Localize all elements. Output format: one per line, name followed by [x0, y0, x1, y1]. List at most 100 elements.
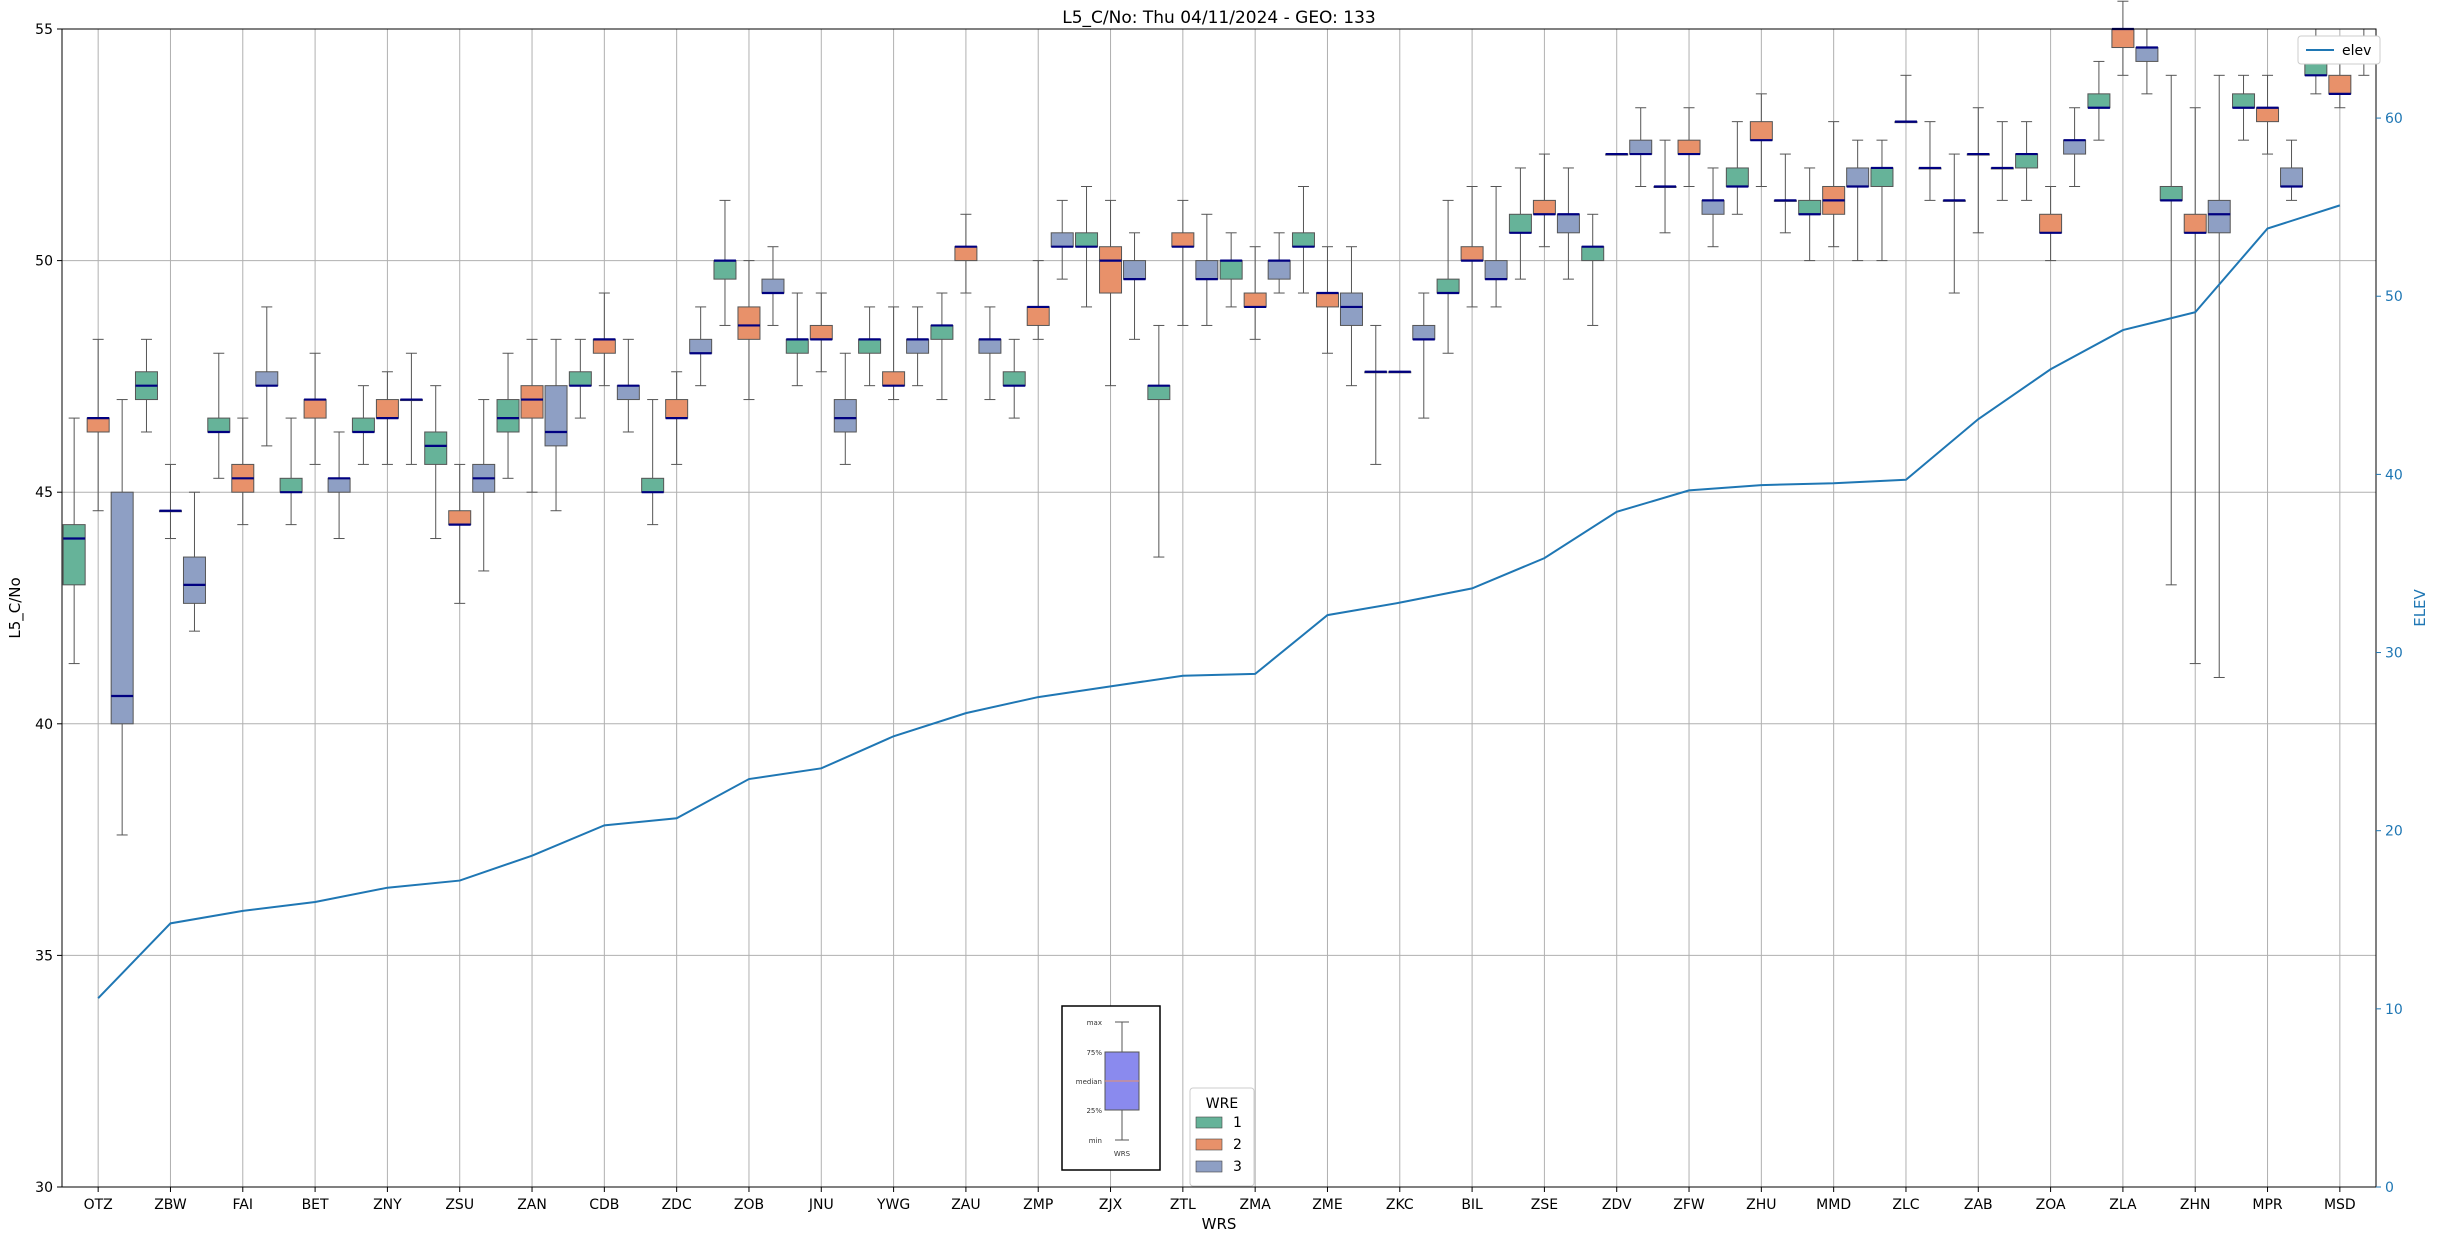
box-wre-2: [1532, 199, 1556, 215]
box-wre-1: [1508, 213, 1532, 234]
box-wre-3: [2063, 139, 2087, 155]
box-wre-2: [1243, 292, 1267, 308]
box-wre-2: [1026, 306, 1050, 326]
y2-tick-label: 0: [2385, 1180, 2394, 1196]
y-tick-label: 45: [35, 485, 53, 501]
y2-tick-label: 50: [2385, 289, 2403, 305]
box-wre-1: [1798, 199, 1822, 215]
x-tick-label: ZTL: [1170, 1197, 1196, 1213]
x-axis: OTZ ZBW FAI BET ZNY ZSU ZAN CDB ZDC ZOB JNU YWG ZAU Z…: [84, 1187, 2356, 1213]
y-tick-label: 35: [35, 948, 53, 964]
box-wre-3: [833, 399, 857, 433]
box-wre-3: [110, 491, 134, 725]
y2-tick-label: 10: [2385, 1002, 2403, 1018]
box-wre-1: [641, 477, 665, 493]
y2-tick-label: 20: [2385, 824, 2403, 840]
box-wre-3: [1050, 232, 1074, 248]
box-wre-1: [1219, 260, 1243, 280]
y-tick-label: 55: [35, 22, 53, 38]
box-wre-2: [882, 371, 906, 387]
box-wre-1: [1147, 385, 1171, 401]
box-wre-1: [279, 477, 303, 493]
box-wre-1: [858, 338, 882, 354]
box-wre-2: [2256, 107, 2280, 123]
y-tick-label: 30: [35, 1180, 53, 1196]
box-wre-3: [1339, 292, 1363, 326]
grid-lines: [62, 28, 2376, 1188]
box-wre-3: [906, 338, 930, 354]
x-tick-label: ZHN: [2180, 1197, 2211, 1213]
box-wre-3: [1701, 199, 1725, 215]
box-wre-3: [2135, 47, 2159, 62]
legend-swatch-1: [1195, 1116, 1223, 1129]
elev-legend: elev: [2297, 35, 2381, 65]
y2-tick-label: 40: [2385, 467, 2403, 483]
x-tick-label: YWG: [876, 1197, 910, 1213]
box-wre-1: [207, 417, 231, 433]
x-tick-label: BET: [302, 1197, 329, 1213]
box-wre-2: [1315, 292, 1339, 308]
box-wre-1: [568, 371, 592, 387]
x-tick-label: MPR: [2252, 1197, 2283, 1213]
chart-title: L5_C/No: Thu 04/11/2024 - GEO: 133: [1062, 8, 1375, 28]
box-wre-3: [1267, 260, 1291, 280]
box-wre-3: [327, 477, 351, 493]
x-tick-label: ZKC: [1386, 1197, 1414, 1213]
box-wre-2: [303, 399, 327, 419]
legend-swatch-2: [1195, 1138, 1223, 1151]
x-tick-label: ZNY: [373, 1197, 402, 1213]
box-wre-3: [544, 385, 568, 447]
box-wre-1: [1436, 278, 1460, 294]
elev-line: [97, 204, 2341, 999]
box-wre-2: [1171, 232, 1195, 248]
box-wre-3: [689, 338, 713, 354]
y-axis-label: L5_C/No: [6, 577, 25, 638]
x-tick-label: ZHU: [1746, 1197, 1776, 1213]
box-wre-1: [2232, 93, 2256, 109]
box-wre-1: [1581, 246, 1605, 262]
x-tick-label: ZLA: [2109, 1197, 2137, 1213]
box-wre-1: [930, 324, 954, 340]
box-wre-1: [713, 260, 737, 280]
y2-axis-label: ELEV: [2411, 588, 2429, 626]
legend-label-3: 3: [1233, 1159, 1242, 1175]
x-tick-label: ZMP: [1023, 1197, 1053, 1213]
box-key-inset: max 75% median 25% min WRS: [1061, 1005, 1161, 1171]
x-tick-label: ZLC: [1892, 1197, 1919, 1213]
box-wre-3: [2280, 167, 2304, 187]
elev-legend-label: elev: [2342, 43, 2371, 59]
box-wre-2: [86, 417, 110, 433]
y-axis-left: 30 35 40 45 50 55: [35, 22, 62, 1196]
x-tick-label: ZDC: [662, 1197, 692, 1213]
box-wre-1: [424, 431, 448, 465]
x-tick-label: ZME: [1312, 1197, 1343, 1213]
box-wre-1: [1291, 232, 1315, 248]
box-wre-3: [616, 385, 640, 401]
box-wre-3: [978, 338, 1002, 354]
x-tick-label: FAI: [233, 1197, 253, 1213]
y-axis-right: 0 10 20 30 40 50 60: [2376, 111, 2403, 1196]
box-wre-3: [1846, 167, 1870, 187]
box-key-label: 25%: [1086, 1107, 1102, 1115]
box-wre-2: [520, 385, 544, 419]
x-tick-label: OTZ: [84, 1197, 113, 1213]
legend-label-2: 2: [1233, 1137, 1242, 1153]
x-tick-label: ZBW: [154, 1197, 187, 1213]
x-tick-label: ZDV: [1602, 1197, 1632, 1213]
x-tick-label: BIL: [1461, 1197, 1483, 1213]
box-key-label: min: [1089, 1137, 1102, 1145]
box-wre-1: [1075, 232, 1099, 248]
box-wre-1: [785, 338, 809, 354]
wre-legend: WRE 1 2 3: [1189, 1087, 1255, 1187]
box-wre-2: [2039, 213, 2063, 234]
box-wre-1: [351, 417, 375, 433]
box-wre-1: [2087, 93, 2111, 109]
x-tick-label: ZAU: [951, 1197, 980, 1213]
x-axis-label: WRS: [1202, 1215, 1237, 1233]
x-tick-label: MMD: [1816, 1197, 1851, 1213]
x-tick-label: ZAB: [1964, 1197, 1993, 1213]
box-series: [62, 0, 2376, 836]
box-wre-1: [1725, 167, 1749, 187]
box-wre-3: [761, 278, 785, 294]
box-wre-1: [2015, 153, 2039, 169]
